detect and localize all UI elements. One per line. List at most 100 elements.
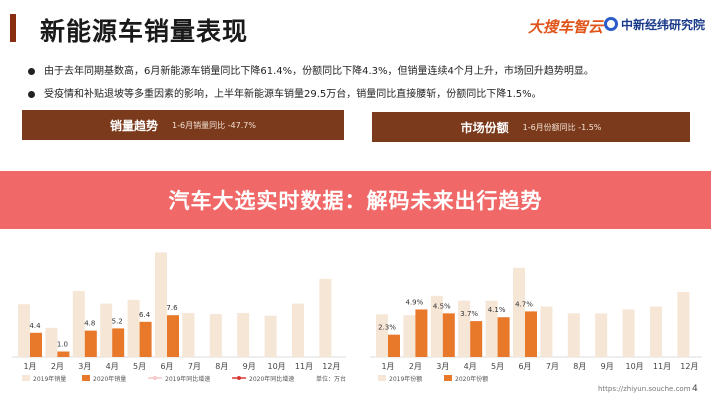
x-tick-label: 8月: [215, 362, 228, 371]
x-tick-label: 9月: [601, 362, 614, 371]
bar-label-2020-2: 1.0: [57, 341, 68, 349]
market-share-title: 市场份额: [460, 120, 509, 135]
share-label-2020-2: 4.9%: [406, 298, 424, 306]
x-tick-label: 8月: [573, 362, 586, 371]
bar-label-2020-3: 4.8: [84, 320, 95, 328]
bar-2020-6: [167, 315, 179, 357]
share-bar-2020-5: [497, 317, 510, 357]
x-tick-label: 12月: [322, 362, 340, 371]
x-tick-label: 2月: [51, 362, 64, 371]
bar-2020-2: [57, 351, 70, 357]
share-bar-2020-4: [470, 321, 483, 357]
bar-2019-1: [18, 304, 30, 357]
bar-2019-7: [182, 313, 195, 357]
bar-2019-4: [100, 303, 113, 357]
x-tick-label: 2月: [409, 362, 422, 371]
share-label-2020-5: 4.1%: [488, 306, 506, 314]
page-number: 4: [692, 384, 698, 394]
headline-banner: 汽车大选实时数据：解码未来出行趋势: [0, 171, 711, 229]
share-bar-2019-7: [540, 306, 553, 357]
bar-2020-5: [139, 321, 152, 357]
research-logo-icon: [604, 17, 618, 31]
share-bar-2019-6: [513, 267, 525, 357]
legend-label-growth-2020: 2020年同比增速: [249, 375, 294, 383]
bar-2020-4: [112, 328, 125, 357]
sales-trend-subtitle: 1-6月销量同比 -47.7%: [172, 120, 256, 130]
x-tick-label: 11月: [295, 362, 313, 371]
bar-2020-3: [84, 330, 97, 357]
research-logo-text: 中新经纬研究院: [621, 18, 706, 32]
legend-swatch-share-2020: [444, 375, 452, 381]
share-bar-2019-3: [430, 295, 443, 357]
bar-label-2020-6: 7.6: [166, 304, 178, 312]
x-tick-label: 5月: [133, 362, 146, 371]
share-bar-2019-8: [567, 313, 580, 357]
x-tick-label: 6月: [160, 362, 173, 371]
share-bar-2020-6: [525, 311, 537, 357]
legend-swatch-2020: [82, 375, 90, 381]
legend-label-share-2019: 2019年份额: [389, 375, 422, 383]
bar-2019-5: [127, 299, 140, 357]
bar-2019-6: [155, 252, 167, 357]
legend-label-2020: 2020年销量: [93, 375, 126, 383]
market-share-subtitle: 1-6月份额同比 -1.5%: [522, 122, 602, 132]
x-tick-label: 12月: [680, 362, 698, 371]
brand-logo-research: 中新经纬研究院: [604, 16, 705, 33]
banner-text: 汽车大选实时数据：解码未来出行趋势: [168, 189, 543, 213]
x-tick-label: 1月: [23, 362, 36, 371]
x-tick-label: 7月: [546, 362, 559, 371]
sales-trend-header: 销量趋势 1-6月销量同比 -47.7%: [22, 110, 344, 140]
x-tick-label: 5月: [491, 362, 504, 371]
x-tick-label: 9月: [243, 362, 256, 371]
share-bar-2019-5: [485, 300, 498, 357]
sales-trend-title: 销量趋势: [110, 118, 159, 133]
x-tick-label: 6月: [518, 362, 531, 371]
x-tick-label: 10月: [268, 362, 286, 371]
bar-label-2020-1: 4.4: [29, 322, 41, 330]
legend-swatch-share-2019: [378, 375, 386, 381]
bar-2019-2: [45, 327, 58, 357]
x-tick-label: 7月: [188, 362, 201, 371]
bullet-item: 由于去年同期基数高，6月新能源车销量同比下降61.4%，份额同比下降4.3%，但…: [26, 60, 696, 83]
share-bar-2019-9: [595, 313, 608, 357]
x-tick-label: 1月: [381, 362, 394, 371]
share-bar-2019-12: [677, 292, 690, 357]
legend-label-2019: 2019年销量: [33, 375, 66, 383]
bar-2019-10: [264, 315, 277, 357]
share-label-2020-4: 3.7%: [460, 310, 478, 318]
share-bar-2019-11: [650, 306, 662, 357]
x-tick-label: 10月: [626, 362, 644, 371]
market-share-header: 市场份额 1-6月份额同比 -1.5%: [372, 112, 690, 142]
legend-marker-growth-2019: [153, 376, 157, 380]
bar-2020-1: [30, 332, 42, 357]
bar-2019-12: [319, 278, 332, 357]
legend-label-share-2020: 2020年份额: [455, 375, 488, 383]
title-accent-bar: [10, 14, 16, 42]
page-title: 新能源车销量表现: [40, 17, 249, 46]
share-bar-2020-3: [442, 313, 455, 357]
footer-url: https://zhiyun.souche.com: [598, 385, 691, 393]
bar-label-2020-4: 5.2: [112, 317, 123, 325]
x-tick-label: 3月: [436, 362, 449, 371]
bar-2019-9: [237, 313, 250, 357]
bar-label-2020-5: 6.4: [139, 311, 151, 319]
brand-logo-dasouche: 大搜车智云: [528, 18, 604, 36]
legend-label-growth-2019: 2019年同比增速: [165, 375, 210, 383]
bar-2019-3: [72, 291, 85, 357]
bullet-item: 受疫情和补贴退坡等多重因素的影响，上半年新能源车销量29.5万台，销量同比直接腰…: [26, 83, 696, 106]
x-tick-label: 4月: [106, 362, 119, 371]
bar-2019-11: [292, 303, 304, 357]
share-bar-2019-10: [622, 309, 635, 357]
x-tick-label: 11月: [653, 362, 671, 371]
legend-swatch-2019: [22, 375, 30, 381]
share-bar-2019-4: [458, 300, 471, 357]
legend-marker-growth-2020: [237, 376, 241, 380]
x-tick-label: 3月: [78, 362, 91, 371]
share-label-2020-1: 2.3%: [378, 324, 396, 332]
x-tick-label: 4月: [464, 362, 477, 371]
sales-trend-chart: 4.4 1月 1.0 2月 4.8 3月 5.2 4月 6.4 5月 7.6 6月 7月 8月 9月 10月 1…: [12, 252, 346, 383]
bar-2019-8: [209, 314, 222, 357]
share-bar-2019-2: [403, 315, 416, 357]
share-bar-2019-1: [376, 314, 388, 357]
share-bar-2020-1: [388, 334, 400, 357]
